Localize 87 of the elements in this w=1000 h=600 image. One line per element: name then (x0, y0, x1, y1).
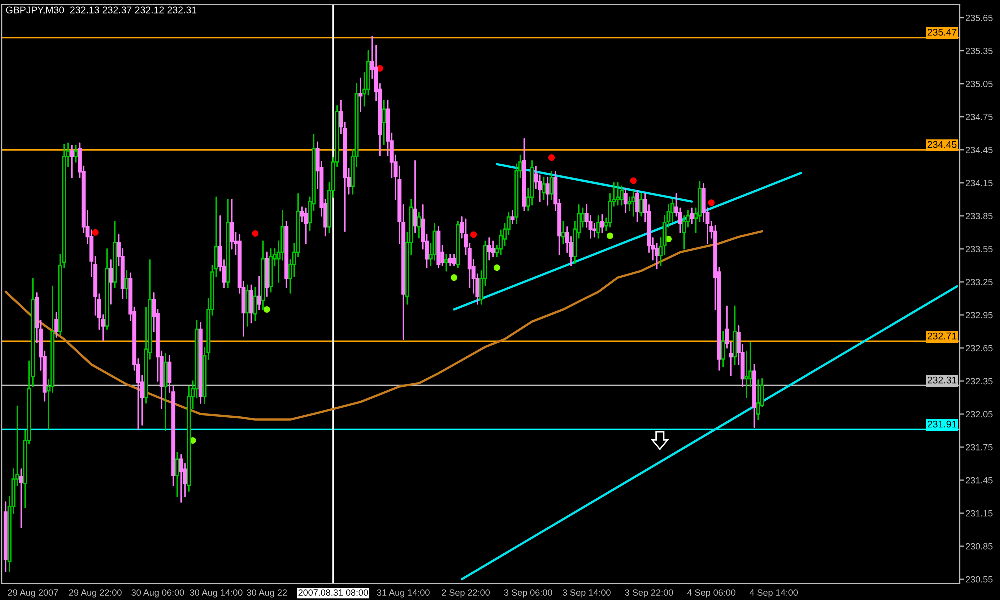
candlestick (550, 171, 554, 200)
y-tick-label: 232.65 (966, 345, 993, 352)
x-tick-label: 3 Sep 14:00 (562, 590, 611, 598)
y-tick-label: 230.85 (966, 543, 993, 550)
candlestick (250, 284, 254, 324)
candlestick (253, 287, 258, 322)
candlestick (54, 312, 59, 338)
candlestick (620, 186, 624, 206)
candlestick (542, 176, 546, 200)
point (630, 178, 637, 184)
y-tick-label: 235.35 (966, 48, 993, 54)
chart-title: GBPJPY,M30 232.13 232.37 232.12 232.31 (6, 6, 197, 15)
ref-line-label: 234.45 (928, 141, 957, 148)
candlestick (616, 182, 620, 206)
x-tick-label: 30 Aug 06:00 (132, 590, 184, 598)
point (92, 229, 99, 236)
point (264, 306, 270, 313)
candlestick (510, 210, 515, 225)
candlestick (444, 254, 448, 272)
y-tick-label: 235.65 (966, 14, 993, 22)
x-tick-label: 30 Aug 14:00 (190, 590, 243, 598)
candlestick (690, 208, 694, 225)
candlestick (639, 193, 644, 217)
point (606, 232, 614, 240)
point (494, 264, 500, 272)
y-tick-label: 233.55 (966, 246, 993, 253)
x-tick-label: 30 Aug 22 (247, 590, 288, 598)
y-tick-label: 232.95 (966, 312, 993, 319)
x-tick-label: 4 Sep 06:00 (687, 590, 736, 598)
candlestick (175, 452, 180, 498)
x-tick-label: 29 Aug 2007 (8, 590, 58, 598)
x-tick-label: 3 Sep 22:00 (625, 590, 674, 598)
candlestick (632, 190, 636, 217)
candlestick (744, 350, 749, 398)
candlestick (20, 468, 24, 528)
y-tick-label: 232.05 (966, 411, 993, 418)
x-tick-label: 29 Aug 22:00 (69, 590, 122, 598)
y-tick-label: 231.15 (966, 510, 993, 517)
candlestick (413, 160, 418, 234)
candlestick (70, 145, 74, 178)
candlestick (561, 220, 566, 244)
candlestick (304, 208, 308, 244)
candlestick (179, 454, 184, 504)
candlestick (382, 100, 386, 146)
candlestick (600, 214, 604, 234)
line-series (4, 230, 764, 421)
point (470, 232, 478, 238)
candlestick (358, 78, 363, 112)
candlestick (257, 276, 262, 310)
x-tick-label: 2 Sep 22:00 (442, 590, 490, 598)
candlestick (417, 212, 422, 239)
y-tick-label: 232.35 (966, 378, 993, 385)
y-tick-label: 234.75 (966, 114, 993, 120)
y-tick-label: 233.85 (966, 213, 993, 220)
candlestick (109, 259, 114, 305)
y-tick-label: 231.45 (966, 477, 993, 484)
point (252, 230, 259, 238)
y-tick-label: 234.45 (966, 147, 993, 154)
candlestick (546, 176, 550, 206)
candlestick (624, 188, 628, 214)
x-tick-label: 2007.08.31 08:00 (298, 590, 368, 596)
candlestick (756, 379, 760, 420)
y-tick-label: 230.55 (966, 576, 993, 583)
candlestick (596, 215, 601, 239)
candlestick (636, 190, 640, 222)
y-tick-label: 233.25 (966, 279, 993, 286)
point (548, 154, 556, 162)
candlestick (124, 270, 129, 300)
candlestick (246, 284, 250, 327)
point (708, 200, 715, 206)
candlestick (721, 331, 726, 368)
ref-line-label: 232.31 (928, 376, 957, 384)
candlestick (491, 240, 496, 258)
ref-line-label: 231.91 (928, 420, 957, 428)
ref-line-label: 235.47 (928, 29, 957, 36)
y-tick-label: 231.75 (966, 444, 993, 451)
point (451, 274, 458, 282)
x-tick-label: 3 Sep 06:00 (504, 590, 552, 598)
candlestick (487, 237, 492, 261)
candlestick (74, 145, 78, 163)
ref-line-label: 232.71 (928, 332, 957, 340)
candlestick (452, 254, 456, 266)
y-tick-label: 235.05 (966, 81, 993, 88)
x-tick-label: 4 Sep 14:00 (750, 590, 798, 598)
y-tick-label: 234.15 (966, 180, 993, 186)
candlestick (448, 254, 452, 266)
x-tick-label: 31 Aug 14:00 (377, 590, 430, 598)
